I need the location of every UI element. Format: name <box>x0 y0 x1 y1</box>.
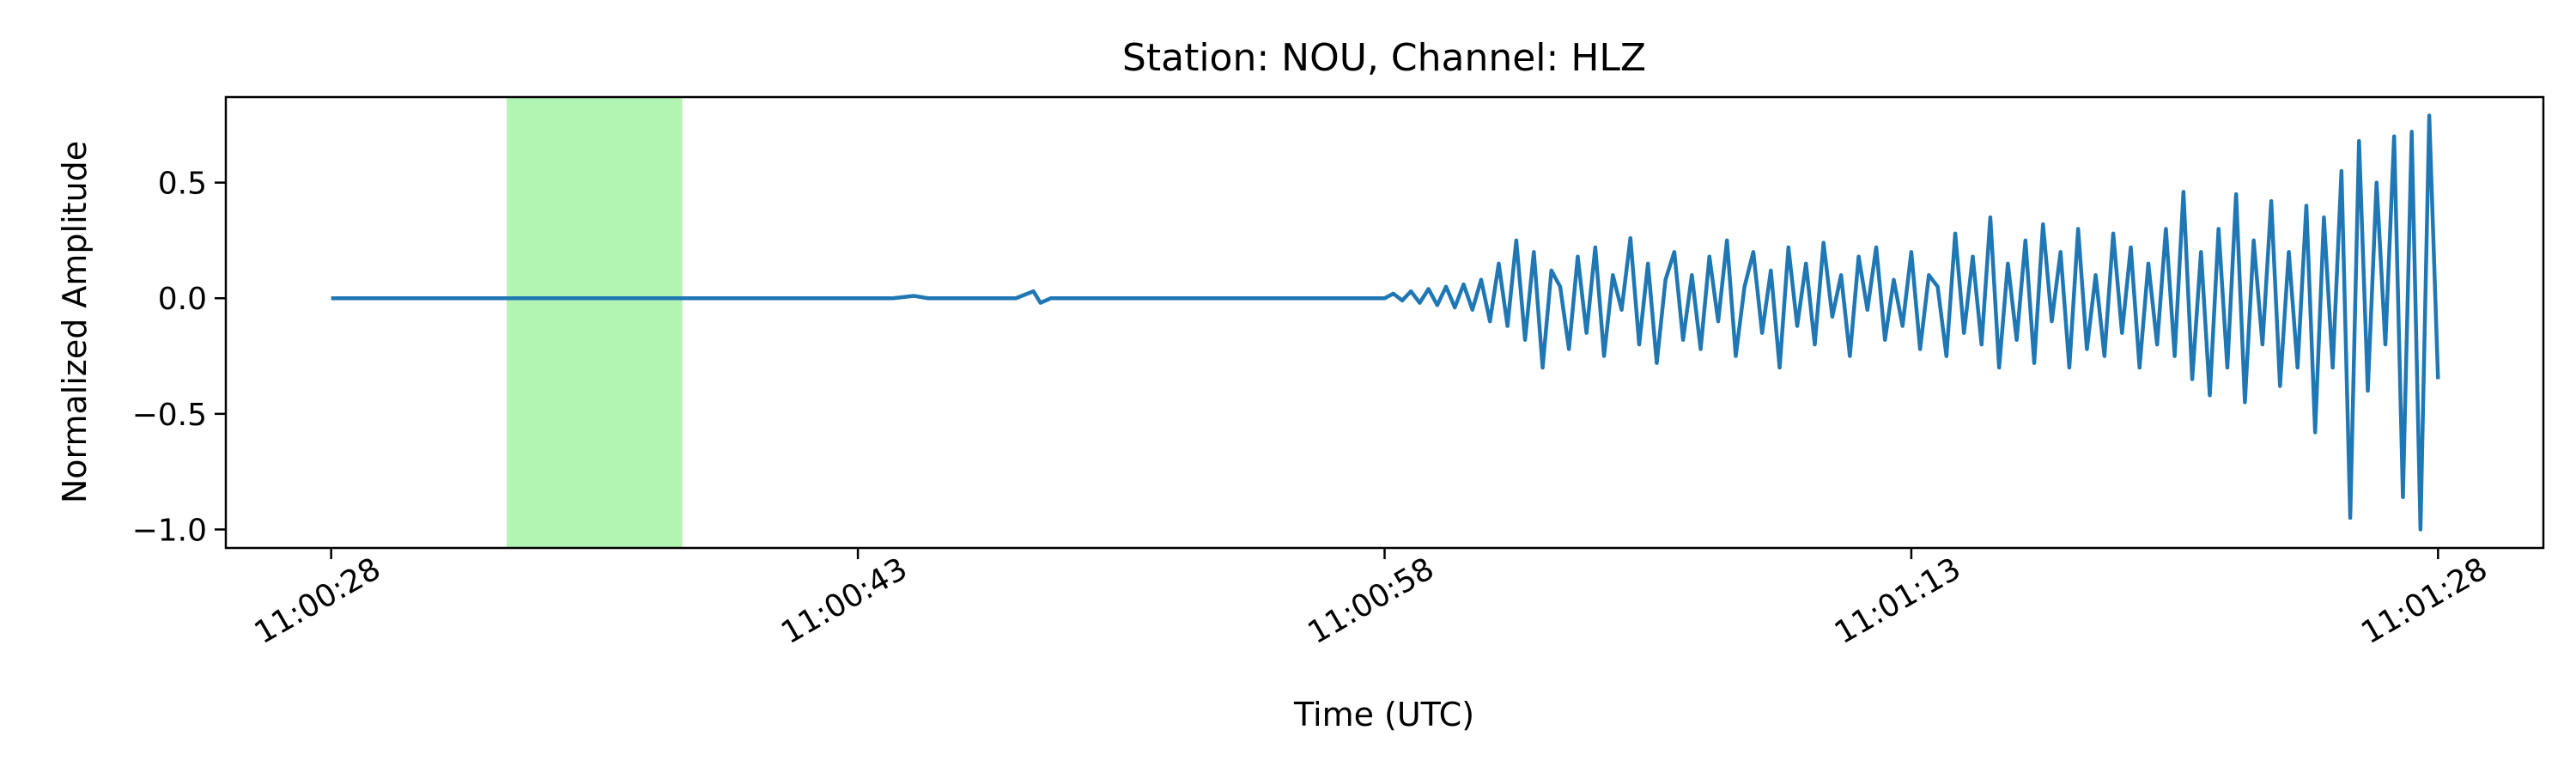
x-tick-label: 11:00:43 <box>775 551 914 651</box>
x-axis-label: Time (UTC) <box>1293 696 1474 733</box>
y-tick-label: −0.5 <box>132 398 207 433</box>
y-axis-label: Normalized Amplitude <box>56 141 94 503</box>
highlight-span <box>507 97 683 548</box>
x-tick-label: 11:00:28 <box>249 551 387 651</box>
x-tick-label: 11:01:28 <box>2355 551 2494 651</box>
y-tick-label: −1.0 <box>132 513 207 548</box>
x-tick-label: 11:01:13 <box>1829 551 1967 651</box>
chart-title: Station: NOU, Channel: HLZ <box>1122 36 1646 80</box>
x-tick-label: 11:00:58 <box>1302 551 1440 651</box>
y-tick-label: 0.0 <box>158 282 207 317</box>
y-tick-label: 0.5 <box>158 167 207 202</box>
waveform <box>331 113 2440 532</box>
